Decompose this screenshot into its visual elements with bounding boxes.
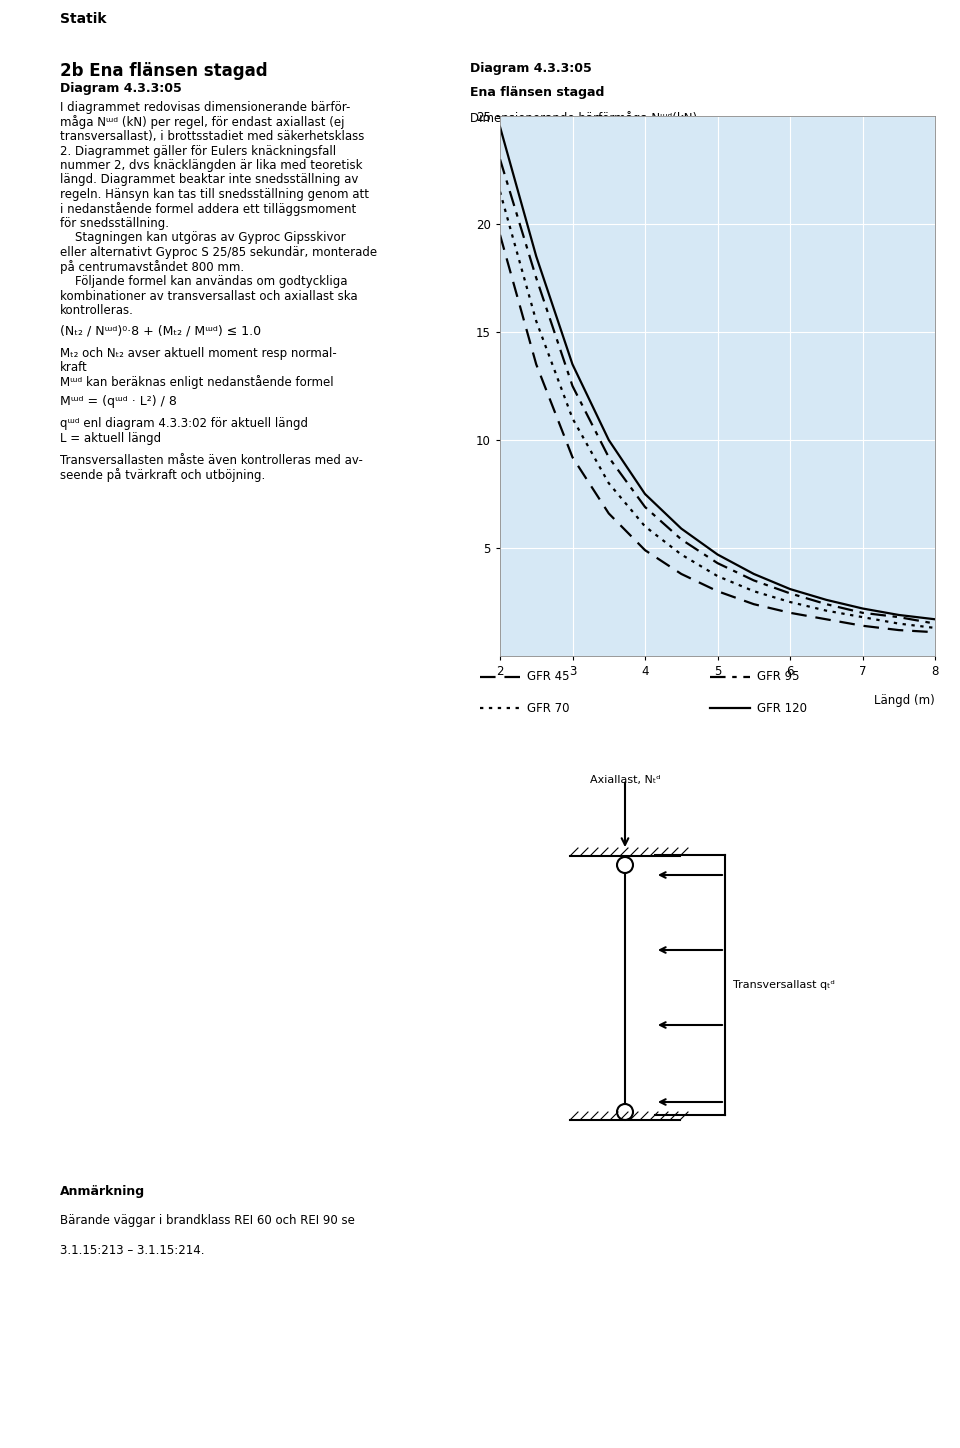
Text: Mᵚᵈ kan beräknas enligt nedanstående formel: Mᵚᵈ kan beräknas enligt nedanstående for… bbox=[60, 375, 334, 390]
Text: Transversallast qₜᵈ: Transversallast qₜᵈ bbox=[733, 980, 835, 990]
Text: 502: 502 bbox=[42, 1397, 88, 1418]
Text: kombinationer av transversallast och axiallast ska: kombinationer av transversallast och axi… bbox=[60, 290, 358, 303]
Text: seende på tvärkraft och utböjning.: seende på tvärkraft och utböjning. bbox=[60, 469, 265, 482]
Text: regeln. Hänsyn kan tas till snedsställning genom att: regeln. Hänsyn kan tas till snedsställni… bbox=[60, 188, 369, 201]
Text: måga Nᵚᵈ (kN) per regel, för endast axiallast (ej: måga Nᵚᵈ (kN) per regel, för endast axia… bbox=[60, 116, 345, 129]
Text: (Nₜ₂ / Nᵚᵈ)⁰·8 + (Mₜ₂ / Mᵚᵈ) ≤ 1.0: (Nₜ₂ / Nᵚᵈ)⁰·8 + (Mₜ₂ / Mᵚᵈ) ≤ 1.0 bbox=[60, 324, 261, 337]
Text: Anmärkning: Anmärkning bbox=[60, 1184, 145, 1197]
Text: 2b Ena flänsen stagad: 2b Ena flänsen stagad bbox=[60, 62, 268, 80]
Text: kontrolleras.: kontrolleras. bbox=[60, 304, 133, 317]
Text: qᵚᵈ enl diagram 4.3.3:02 för aktuell längd: qᵚᵈ enl diagram 4.3.3:02 för aktuell län… bbox=[60, 417, 308, 430]
Text: Axiallast, Nₜᵈ: Axiallast, Nₜᵈ bbox=[590, 775, 660, 785]
Text: eller alternativt Gyproc S 25/85 sekundär, monterade: eller alternativt Gyproc S 25/85 sekundä… bbox=[60, 246, 377, 259]
Text: Dimensionerande bärförmåga Nᵚᵈ(kN): Dimensionerande bärförmåga Nᵚᵈ(kN) bbox=[470, 111, 697, 125]
Text: Bärande väggar i brandklass REI 60 och REI 90 se: Bärande väggar i brandklass REI 60 och R… bbox=[60, 1215, 355, 1228]
Text: L = aktuell längd: L = aktuell längd bbox=[60, 432, 161, 445]
Text: transversallast), i brottsstadiet med säkerhetsklass: transversallast), i brottsstadiet med sä… bbox=[60, 130, 365, 143]
Text: Följande formel kan användas om godtyckliga: Följande formel kan användas om godtyckl… bbox=[60, 275, 348, 288]
Text: Längd (m): Längd (m) bbox=[875, 694, 935, 707]
Text: GFR 70: GFR 70 bbox=[527, 701, 569, 714]
Text: för snedsställning.: för snedsställning. bbox=[60, 217, 169, 230]
Text: Diagram 4.3.3:05: Diagram 4.3.3:05 bbox=[470, 62, 591, 75]
Text: 4.3.3 Dimensionering av Gyproc DUROnomicr: 4.3.3 Dimensionering av Gyproc DUROnomic… bbox=[29, 36, 369, 49]
Text: GFR 45: GFR 45 bbox=[527, 670, 569, 683]
Text: Ena flänsen stagad: Ena flänsen stagad bbox=[470, 85, 605, 98]
Text: Transversallasten måste även kontrolleras med av-: Transversallasten måste även kontrollera… bbox=[60, 455, 363, 468]
Text: Mₜ₂ och Nₜ₂ avser aktuell moment resp normal-: Mₜ₂ och Nₜ₂ avser aktuell moment resp no… bbox=[60, 346, 337, 359]
Text: I diagrammet redovisas dimensionerande bärför-: I diagrammet redovisas dimensionerande b… bbox=[60, 101, 350, 114]
Text: längd. Diagrammet beaktar inte snedsställning av: längd. Diagrammet beaktar inte snedsstäl… bbox=[60, 174, 358, 187]
Text: 4.3: 4.3 bbox=[23, 1103, 117, 1156]
Text: Stagningen kan utgöras av Gyproc Gipsskivor: Stagningen kan utgöras av Gyproc Gipsski… bbox=[60, 232, 346, 245]
Text: kraft: kraft bbox=[60, 361, 87, 374]
Text: Mᵚᵈ = (qᵚᵈ · L²) / 8: Mᵚᵈ = (qᵚᵈ · L²) / 8 bbox=[60, 395, 177, 408]
Text: i nedanstående formel addera ett tilläggsmoment: i nedanstående formel addera ett tillägg… bbox=[60, 203, 356, 216]
Text: Statik: Statik bbox=[60, 12, 107, 26]
Text: nummer 2, dvs knäcklängden är lika med teoretisk: nummer 2, dvs knäcklängden är lika med t… bbox=[60, 159, 363, 172]
Text: 3.1.15:213 – 3.1.15:214.: 3.1.15:213 – 3.1.15:214. bbox=[60, 1244, 204, 1257]
Text: GFR 120: GFR 120 bbox=[757, 701, 807, 714]
Text: Gyproc Handbok 7 – Gyproc Teknik: Gyproc Handbok 7 – Gyproc Teknik bbox=[145, 1402, 363, 1415]
Text: på centrumavståndet 800 mm.: på centrumavståndet 800 mm. bbox=[60, 261, 244, 275]
Text: 2. Diagrammet gäller för Eulers knäckningsfall: 2. Diagrammet gäller för Eulers knäcknin… bbox=[60, 145, 336, 158]
Text: Diagram 4.3.3:05: Diagram 4.3.3:05 bbox=[60, 83, 181, 96]
Text: GFR 95: GFR 95 bbox=[757, 670, 800, 683]
